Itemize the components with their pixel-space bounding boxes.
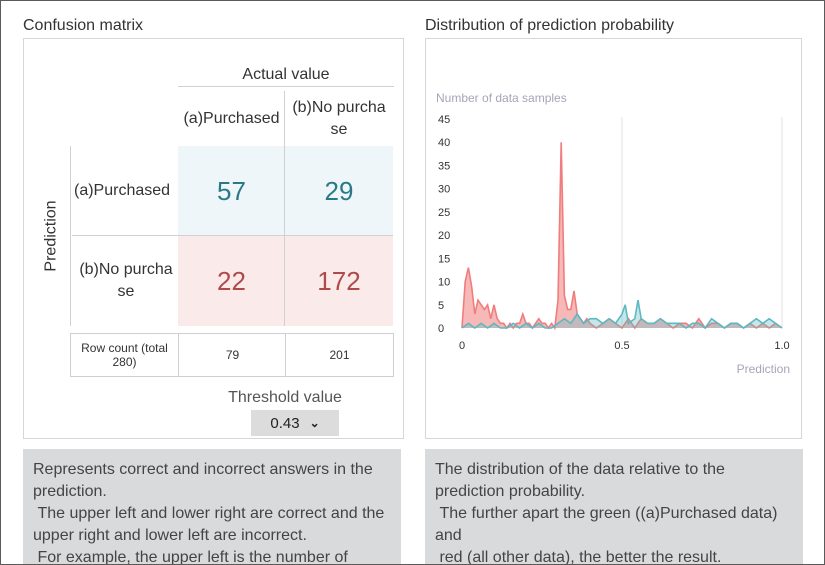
series-0-area: [462, 142, 782, 328]
cell-fn: 22: [178, 236, 285, 326]
row-count-no-purchase: 201: [329, 348, 350, 362]
y-tick-label-6: 30: [438, 184, 450, 196]
row-header-purchased: (a)Purchased: [74, 182, 171, 199]
distribution-description-text: The distribution of the data relative to…: [435, 461, 778, 565]
chevron-down-icon: ⌄: [309, 416, 320, 430]
cell-tn: 172: [285, 236, 393, 326]
y-tick-label-1: 5: [438, 300, 444, 312]
prediction-label: Prediction: [43, 200, 60, 272]
row-count-purchased: 79: [225, 348, 240, 362]
threshold-dropdown[interactable]: 0.43 ⌄: [251, 410, 339, 436]
row-header-no-purchase: (b)No purcha se: [79, 261, 173, 300]
col-header-no-purchase: (b)No purcha se: [292, 99, 386, 138]
actual-underline: [178, 86, 394, 87]
actual-value-label: Actual value: [242, 66, 330, 83]
x-axis-label: Prediction: [737, 362, 790, 376]
confusion-description-text: Represents correct and incorrect answers…: [33, 461, 385, 565]
confusion-matrix-title: Confusion matrix: [23, 17, 144, 34]
confusion-description: Represents correct and incorrect answers…: [23, 449, 401, 565]
distribution-title: Distribution of prediction probability: [425, 17, 675, 34]
y-tick-label-9: 45: [438, 114, 450, 126]
threshold-value: 0.43: [270, 414, 300, 432]
prediction-divider: [70, 146, 71, 326]
distribution-description: The distribution of the data relative to…: [425, 449, 803, 565]
row-divider: [72, 235, 393, 236]
col-header-purchased: (a)Purchased: [183, 110, 280, 127]
rc-divider-2: [285, 334, 286, 376]
confusion-matrix-panel: Actual value (a)Purchased (b)No purcha s…: [23, 38, 404, 439]
cell-fp: 29: [285, 146, 393, 236]
distribution-chart: Number of data samples 0 5 10 15 20 25 30 35 40 45…: [436, 91, 790, 376]
x-tick-label-0: 0: [459, 340, 465, 352]
prediction-label-wrap: Prediction: [28, 146, 76, 326]
y-axis-label: Number of data samples: [436, 91, 567, 105]
y-tick-label-5: 25: [438, 207, 450, 219]
x-tick-label-2: 1.0: [774, 340, 789, 352]
row-count-label: Row count (total 280): [81, 341, 168, 369]
y-tick-label-7: 35: [438, 160, 450, 172]
series-1-line: [461, 299, 783, 330]
distribution-panel: Number of data samples 0 5 10 15 20 25 30 35 40 45…: [425, 38, 802, 439]
y-tick-label-3: 15: [438, 253, 450, 265]
y-tick-label-4: 20: [438, 230, 450, 242]
rc-divider-1: [178, 334, 179, 376]
x-tick-label-1: 0.5: [614, 340, 629, 352]
y-tick-label-0: 0: [438, 323, 444, 335]
y-tick-label-8: 40: [438, 137, 450, 149]
cell-tp: 57: [178, 146, 285, 236]
series-0-line: [461, 142, 783, 331]
col-divider: [284, 91, 285, 326]
series-1-area: [462, 300, 782, 328]
row-count-table: Row count (total 280) 79 201: [70, 333, 394, 377]
threshold-label: Threshold value: [228, 389, 342, 406]
y-tick-label-2: 10: [438, 277, 450, 289]
